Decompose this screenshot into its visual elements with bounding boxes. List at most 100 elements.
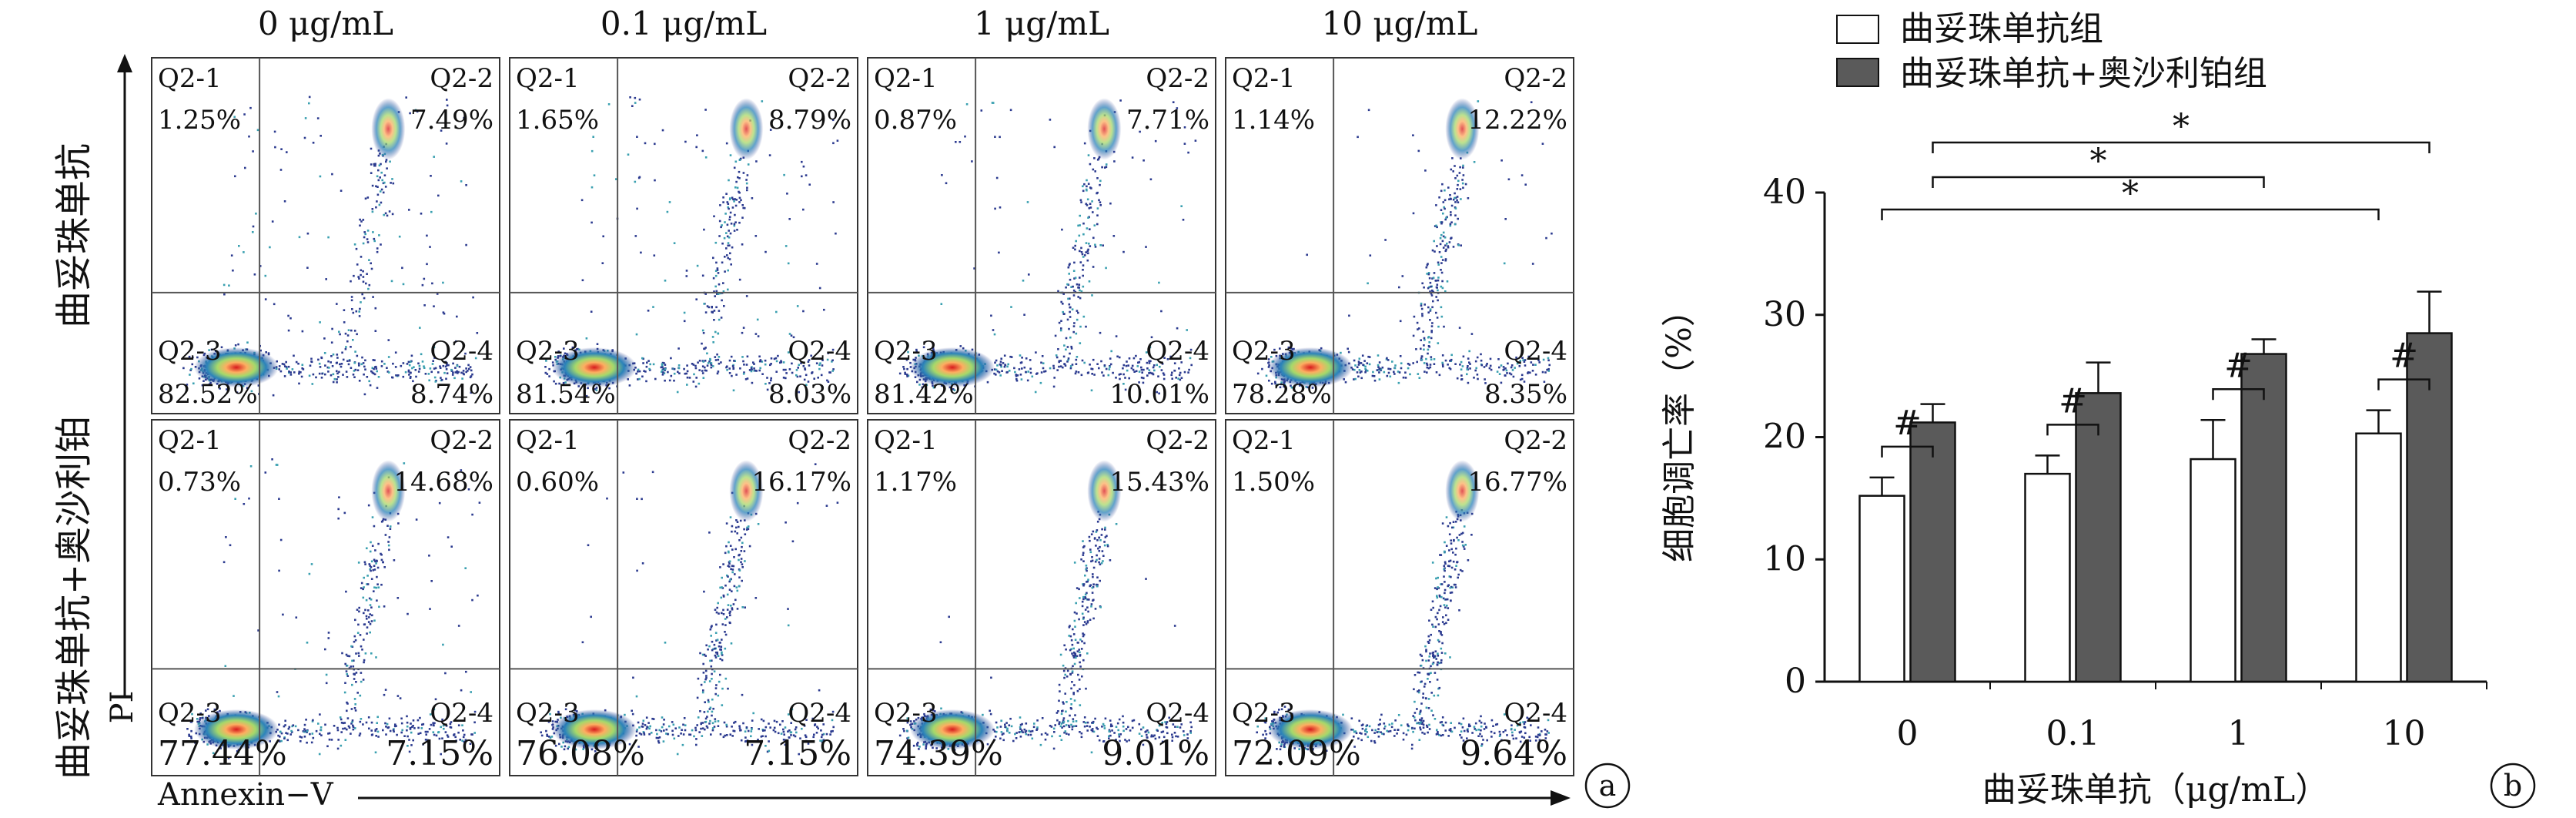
scatter-point (743, 528, 745, 531)
scatter-point (1459, 188, 1462, 190)
scatter-point (791, 371, 794, 374)
scatter-point (343, 722, 346, 724)
scatter-point (371, 208, 374, 210)
scatter-point (306, 731, 308, 733)
scatter-point (1507, 362, 1509, 365)
scatter-point (1000, 357, 1002, 360)
scatter-point (959, 345, 962, 347)
scatter-point (788, 368, 791, 370)
scatter-point (1432, 277, 1435, 279)
scatter-point (755, 160, 758, 163)
scatter-point (1079, 250, 1081, 253)
scatter-point (701, 329, 704, 332)
scatter-point (1177, 377, 1179, 380)
scatter-point (278, 365, 281, 367)
scatter-point (1062, 310, 1064, 313)
scatter-point (299, 736, 302, 738)
scatter-point (1391, 360, 1393, 363)
scatter-point (375, 728, 378, 730)
scatter-point (725, 247, 728, 250)
scatter-point (358, 610, 360, 613)
scatter-point (324, 648, 326, 651)
scatter-point (433, 376, 437, 379)
scatter-point (577, 385, 580, 387)
scatter-point (726, 254, 728, 256)
scatter-point (412, 725, 414, 727)
scatter-point (1066, 346, 1069, 348)
scatter-point (191, 363, 194, 366)
scatter-point (345, 590, 347, 593)
scatter-point (1430, 325, 1434, 327)
scatter-point (375, 562, 377, 565)
scatter-point (1344, 381, 1347, 384)
scatter-point (391, 178, 393, 180)
scatter-point (702, 360, 705, 363)
scatter-point (342, 722, 345, 725)
scatter-point (735, 199, 738, 201)
scatter-point (438, 501, 441, 505)
scatter-point (306, 730, 309, 733)
scatter-point (1082, 274, 1084, 277)
scatter-point (1364, 365, 1367, 368)
scatter-point (371, 367, 374, 369)
scatter-point (336, 729, 340, 732)
scatter-point (703, 228, 705, 231)
scatter-point (380, 558, 383, 562)
scatter-point (662, 740, 665, 743)
scatter-point (1430, 358, 1433, 360)
scatter-point (367, 621, 370, 623)
scatter-point (684, 372, 687, 375)
scatter-point (327, 637, 330, 639)
scatter-point (344, 332, 347, 335)
scatter-point (213, 708, 216, 711)
scatter-point (641, 722, 644, 725)
scatter-point (1442, 201, 1445, 203)
scatter-point (711, 336, 714, 338)
scatter-point (1025, 357, 1028, 360)
scatter-point (999, 136, 1001, 139)
scatter-point (656, 733, 658, 736)
scatter-point (375, 185, 377, 188)
scatter-point (1109, 202, 1112, 205)
scatter-point (1065, 337, 1068, 340)
scatter-point (370, 569, 372, 572)
scatter-point (994, 136, 996, 138)
scatter-point (770, 377, 772, 380)
scatter-point (1086, 198, 1089, 201)
scatter-point (446, 372, 449, 374)
scatter-point (1422, 330, 1424, 333)
scatter-point (635, 372, 637, 375)
scatter-point (333, 725, 336, 727)
scatter-point (1064, 364, 1067, 367)
scatter-point (357, 652, 360, 655)
scatter-point (768, 154, 771, 156)
scatter-point (461, 739, 463, 742)
scatter-point (1537, 359, 1540, 361)
scatter-point (413, 366, 415, 368)
scatter-point (434, 381, 437, 383)
scatter-point (280, 739, 283, 743)
scatter-point (1183, 370, 1186, 374)
scatter-point (1069, 352, 1071, 355)
scatter-point (368, 259, 370, 261)
scatter-point (1089, 203, 1092, 205)
scatter-point (1514, 367, 1516, 369)
scatter-point (775, 360, 778, 363)
scatter-point (694, 364, 697, 367)
scatter-point (711, 625, 713, 627)
scatter-point (807, 360, 810, 363)
scatter-point (1101, 166, 1103, 169)
scatter-point (323, 337, 326, 340)
scatter-point (787, 624, 790, 627)
quadrant-q2-3-value: 77.44% (158, 734, 287, 773)
scatter-point (471, 373, 473, 376)
scatter-point (1454, 177, 1457, 179)
scatter-point (389, 525, 392, 528)
scatter-point (554, 356, 557, 358)
scatter-point (348, 655, 351, 658)
scatter-point (684, 729, 687, 732)
scatter-point (805, 384, 808, 386)
scatter-point (1361, 354, 1364, 357)
scatter-point (1430, 289, 1434, 292)
scatter-point (1080, 290, 1083, 293)
